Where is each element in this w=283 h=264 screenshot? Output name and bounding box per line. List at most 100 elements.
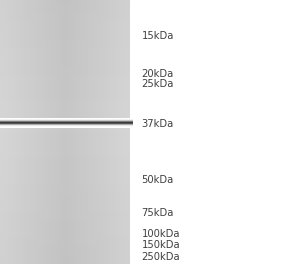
- Bar: [47, 0, 49, 264]
- Bar: [49, 0, 50, 264]
- Bar: [67, 0, 68, 264]
- Bar: [78, 0, 80, 264]
- Bar: [128, 0, 130, 264]
- Bar: [3, 0, 5, 264]
- Bar: [0, 238, 130, 242]
- Bar: [68, 0, 70, 264]
- Bar: [0, 53, 130, 57]
- Bar: [24, 0, 26, 264]
- Bar: [88, 0, 89, 264]
- Bar: [108, 0, 109, 264]
- Bar: [91, 0, 93, 264]
- Bar: [0, 92, 130, 97]
- Bar: [0, 198, 130, 202]
- Bar: [39, 0, 41, 264]
- Bar: [0, 211, 130, 216]
- Bar: [0, 75, 130, 79]
- Bar: [0, 242, 130, 246]
- Bar: [52, 0, 54, 264]
- Bar: [0, 189, 130, 194]
- Bar: [21, 0, 23, 264]
- Bar: [109, 0, 111, 264]
- Text: 100kDa: 100kDa: [142, 229, 180, 239]
- Bar: [95, 0, 96, 264]
- Bar: [70, 0, 72, 264]
- Bar: [0, 150, 130, 154]
- Bar: [106, 0, 108, 264]
- Bar: [0, 260, 130, 264]
- Bar: [13, 0, 15, 264]
- Bar: [0, 66, 130, 70]
- Bar: [2, 0, 3, 264]
- Bar: [0, 4, 130, 9]
- Bar: [0, 167, 130, 172]
- Bar: [0, 119, 130, 123]
- Bar: [0, 202, 130, 207]
- Bar: [60, 0, 62, 264]
- Bar: [73, 0, 75, 264]
- Bar: [0, 185, 130, 189]
- Bar: [0, 0, 2, 264]
- Bar: [0, 97, 130, 101]
- Bar: [0, 194, 130, 198]
- Bar: [37, 0, 39, 264]
- Bar: [16, 0, 18, 264]
- Bar: [26, 0, 28, 264]
- Bar: [0, 154, 130, 158]
- Bar: [41, 0, 42, 264]
- Bar: [127, 0, 128, 264]
- Bar: [0, 220, 130, 224]
- Bar: [76, 0, 78, 264]
- Bar: [0, 22, 130, 26]
- Bar: [34, 0, 36, 264]
- Bar: [98, 0, 99, 264]
- Bar: [5, 0, 7, 264]
- Bar: [86, 0, 88, 264]
- Bar: [0, 229, 130, 233]
- Bar: [0, 233, 130, 238]
- Bar: [0, 163, 130, 167]
- Bar: [0, 88, 130, 92]
- Bar: [0, 114, 130, 119]
- Text: 25kDa: 25kDa: [142, 79, 174, 89]
- Bar: [0, 35, 130, 40]
- Bar: [62, 0, 63, 264]
- Bar: [0, 18, 130, 22]
- Bar: [0, 176, 130, 180]
- Bar: [42, 0, 44, 264]
- Bar: [20, 0, 21, 264]
- Bar: [121, 0, 122, 264]
- Bar: [15, 0, 16, 264]
- Bar: [117, 0, 119, 264]
- Bar: [0, 158, 130, 163]
- Bar: [0, 172, 130, 176]
- Bar: [115, 0, 117, 264]
- Bar: [125, 0, 127, 264]
- Bar: [0, 40, 130, 44]
- Bar: [46, 0, 47, 264]
- Bar: [0, 44, 130, 48]
- Bar: [0, 106, 130, 110]
- Text: 37kDa: 37kDa: [142, 119, 174, 129]
- Bar: [0, 101, 130, 106]
- Bar: [0, 180, 130, 185]
- Bar: [0, 207, 130, 211]
- Bar: [119, 0, 121, 264]
- Bar: [112, 0, 114, 264]
- Bar: [0, 251, 130, 255]
- Bar: [0, 31, 130, 35]
- Bar: [0, 136, 130, 141]
- Bar: [31, 0, 33, 264]
- Bar: [0, 48, 130, 53]
- Bar: [82, 0, 83, 264]
- Bar: [0, 123, 130, 128]
- Bar: [11, 0, 13, 264]
- Bar: [0, 128, 130, 132]
- Bar: [0, 13, 130, 18]
- Bar: [124, 0, 125, 264]
- Bar: [0, 57, 130, 62]
- Bar: [101, 0, 102, 264]
- Bar: [29, 0, 31, 264]
- Bar: [0, 62, 130, 66]
- Bar: [0, 246, 130, 251]
